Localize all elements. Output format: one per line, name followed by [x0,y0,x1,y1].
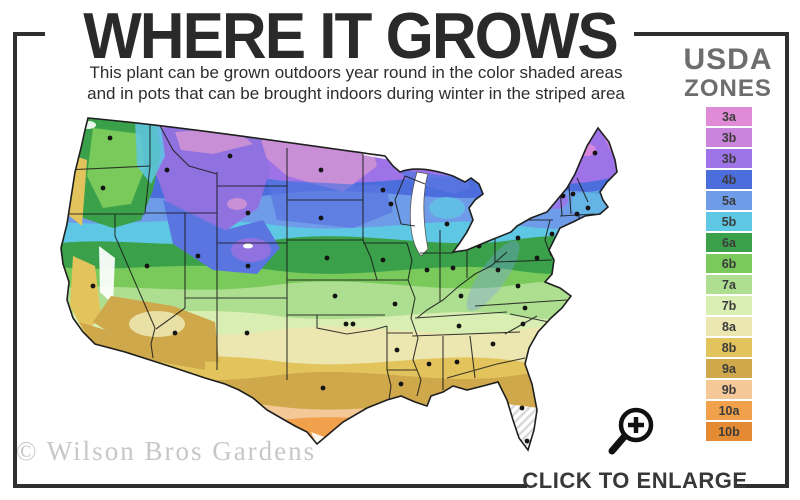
subtitle: This plant can be grown outdoors year ro… [46,62,666,104]
legend-zone-9a: 9a [706,359,752,378]
legend-zone-5a: 5a [706,191,752,210]
click-to-enlarge-label[interactable]: CLICK TO ENLARGE [522,468,748,493]
legend-zone-3b: 3b [706,128,752,147]
legend-zone-3b: 3b [706,149,752,168]
state-borders [63,123,596,401]
frame-border-bottom-right-segment [736,484,789,488]
legend-title-zones: ZONES [684,75,772,102]
watermark: © Wilson Bros Gardens [16,436,317,466]
legend-zone-7b: 7b [706,296,752,315]
legend-zone-8b: 8b [706,338,752,357]
frame-border-top-left-segment [13,32,45,36]
zoom-in-magnifier-icon[interactable] [606,404,662,464]
usda-zones-map[interactable] [55,108,635,470]
frame-border-bottom-left-segment [13,484,527,488]
legend-title-usda: USDA [683,43,773,76]
legend-zone-8a: 8a [706,317,752,336]
frame-border-right [785,32,789,488]
subtitle-line-1: This plant can be grown outdoors year ro… [89,63,623,82]
us-outline [60,117,618,452]
legend-zone-9b: 9b [706,380,752,399]
legend-zone-5b: 5b [706,212,752,231]
legend-zone-4b: 4b [706,170,752,189]
legend-zone-6a: 6a [706,233,752,252]
subtitle-line-2: and in pots that can be brought indoors … [87,84,625,103]
frame-border-top-right-segment [634,32,789,36]
legend-zone-6b: 6b [706,254,752,273]
legend-zone-3a: 3a [706,107,752,126]
frame-border-left [13,32,17,488]
legend-zones: 3a 3b 3b 4b 5a 5b 6a 6b 7a 7b 8a 8b 9a 9b 10a 10b [706,107,752,443]
page-title: WHERE IT GROWS [83,1,618,73]
lake-michigan [409,171,429,257]
legend-zone-7a: 7a [706,275,752,294]
legend-title: USDA ZONES [668,44,788,102]
legend-zone-10b: 10b [706,422,752,441]
legend-zone-10a: 10a [706,401,752,420]
